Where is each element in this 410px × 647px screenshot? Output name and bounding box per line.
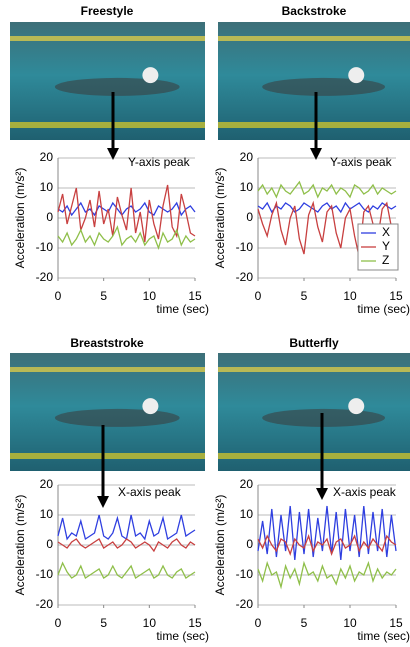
y-tick-label: 20 (40, 150, 54, 164)
series-line (257, 505, 397, 561)
panel: Freestyle -20 -10 0 10 20 0 5 10 15 Acceleration (… (10, 4, 209, 316)
y-tick-label: 10 (40, 507, 54, 521)
panel: Backstroke -20 -10 0 10 20 0 5 10 15 Acceleration … (213, 4, 410, 316)
x-tick-label: 0 (55, 616, 62, 630)
y-tick-label: -10 (236, 567, 254, 581)
x-tick-label: 10 (343, 289, 357, 303)
swimmer (262, 77, 386, 96)
panel: Breaststroke -20 -10 0 10 20 0 5 10 15 Acceleratio… (10, 336, 209, 643)
x-tick-label: 0 (255, 616, 262, 630)
y-tick-label: 0 (246, 537, 253, 551)
y-tick-label: -10 (36, 240, 54, 254)
series-line (57, 561, 196, 579)
lane-rope (10, 453, 205, 459)
cap (142, 398, 159, 415)
x-tick-label: 5 (301, 289, 308, 303)
y-tick-label: -20 (236, 270, 254, 284)
x-axis-label: time (sec) (156, 629, 209, 643)
x-tick-label: 15 (188, 616, 202, 630)
x-tick-label: 5 (100, 289, 107, 303)
y-tick-label: 0 (46, 210, 53, 224)
series-line (257, 180, 397, 199)
lane-rope (218, 36, 410, 41)
lane-rope (218, 453, 410, 459)
lane-rope (10, 122, 205, 128)
y-tick-label: -10 (236, 240, 254, 254)
annotation: Y-axis peak (330, 155, 393, 169)
y-tick-label: 20 (240, 477, 254, 491)
y-tick-label: 10 (240, 180, 254, 194)
swimmer (262, 408, 386, 427)
lane-rope (10, 367, 205, 372)
x-tick-label: 10 (143, 289, 157, 303)
annotation: X-axis peak (118, 485, 182, 499)
arrow-head (97, 496, 109, 508)
series-line (257, 534, 397, 556)
x-tick-label: 15 (389, 289, 403, 303)
y-tick-label: 0 (246, 210, 253, 224)
y-axis-label: Acceleration (m/s²) (213, 168, 227, 269)
x-tick-label: 10 (343, 616, 357, 630)
y-axis-label: Acceleration (m/s²) (213, 495, 227, 596)
annotation: X-axis peak (333, 485, 397, 499)
swimmer (54, 408, 180, 427)
x-tick-label: 0 (55, 289, 62, 303)
y-tick-label: -20 (36, 270, 54, 284)
y-tick-label: 10 (40, 180, 54, 194)
panel-title: Freestyle (81, 4, 134, 18)
x-axis-label: time (sec) (156, 302, 209, 316)
series-line (57, 514, 196, 541)
cap (348, 398, 365, 415)
legend-label: Z (382, 253, 389, 267)
y-tick-label: -20 (236, 597, 254, 611)
legend-label: X (382, 225, 390, 239)
y-tick-label: 0 (46, 537, 53, 551)
y-tick-label: 20 (40, 477, 54, 491)
panel-title: Butterfly (289, 336, 339, 350)
y-axis-label: Acceleration (m/s²) (13, 495, 27, 596)
panel-title: Backstroke (282, 4, 347, 18)
lane-rope (218, 122, 410, 128)
x-tick-label: 10 (143, 616, 157, 630)
y-tick-label: 10 (240, 507, 254, 521)
x-tick-label: 5 (301, 616, 308, 630)
x-axis-label: time (sec) (357, 302, 410, 316)
legend-label: Y (382, 239, 390, 253)
y-tick-label: -20 (36, 597, 54, 611)
x-tick-label: 0 (255, 289, 262, 303)
series-line (57, 225, 196, 251)
y-tick-label: 20 (240, 150, 254, 164)
lane-rope (10, 36, 205, 41)
x-axis-label: time (sec) (357, 629, 410, 643)
lane-rope (218, 367, 410, 372)
panel-title: Breaststroke (70, 336, 144, 350)
arrow-head (310, 148, 322, 160)
x-tick-label: 15 (389, 616, 403, 630)
series-line (57, 201, 196, 217)
y-axis-label: Acceleration (m/s²) (13, 168, 27, 269)
series-line (57, 538, 196, 553)
arrow-head (107, 148, 119, 160)
x-tick-label: 15 (188, 289, 202, 303)
arrow-head (316, 488, 328, 500)
series-line (257, 201, 397, 214)
swimmer (54, 77, 180, 96)
cap (142, 67, 159, 84)
cap (348, 67, 365, 84)
panel: Butterfly -20 -10 0 10 20 0 5 10 15 Acceleration (… (213, 336, 410, 643)
series-line (257, 560, 397, 590)
x-tick-label: 5 (100, 616, 107, 630)
y-tick-label: -10 (36, 567, 54, 581)
annotation: Y-axis peak (128, 155, 191, 169)
